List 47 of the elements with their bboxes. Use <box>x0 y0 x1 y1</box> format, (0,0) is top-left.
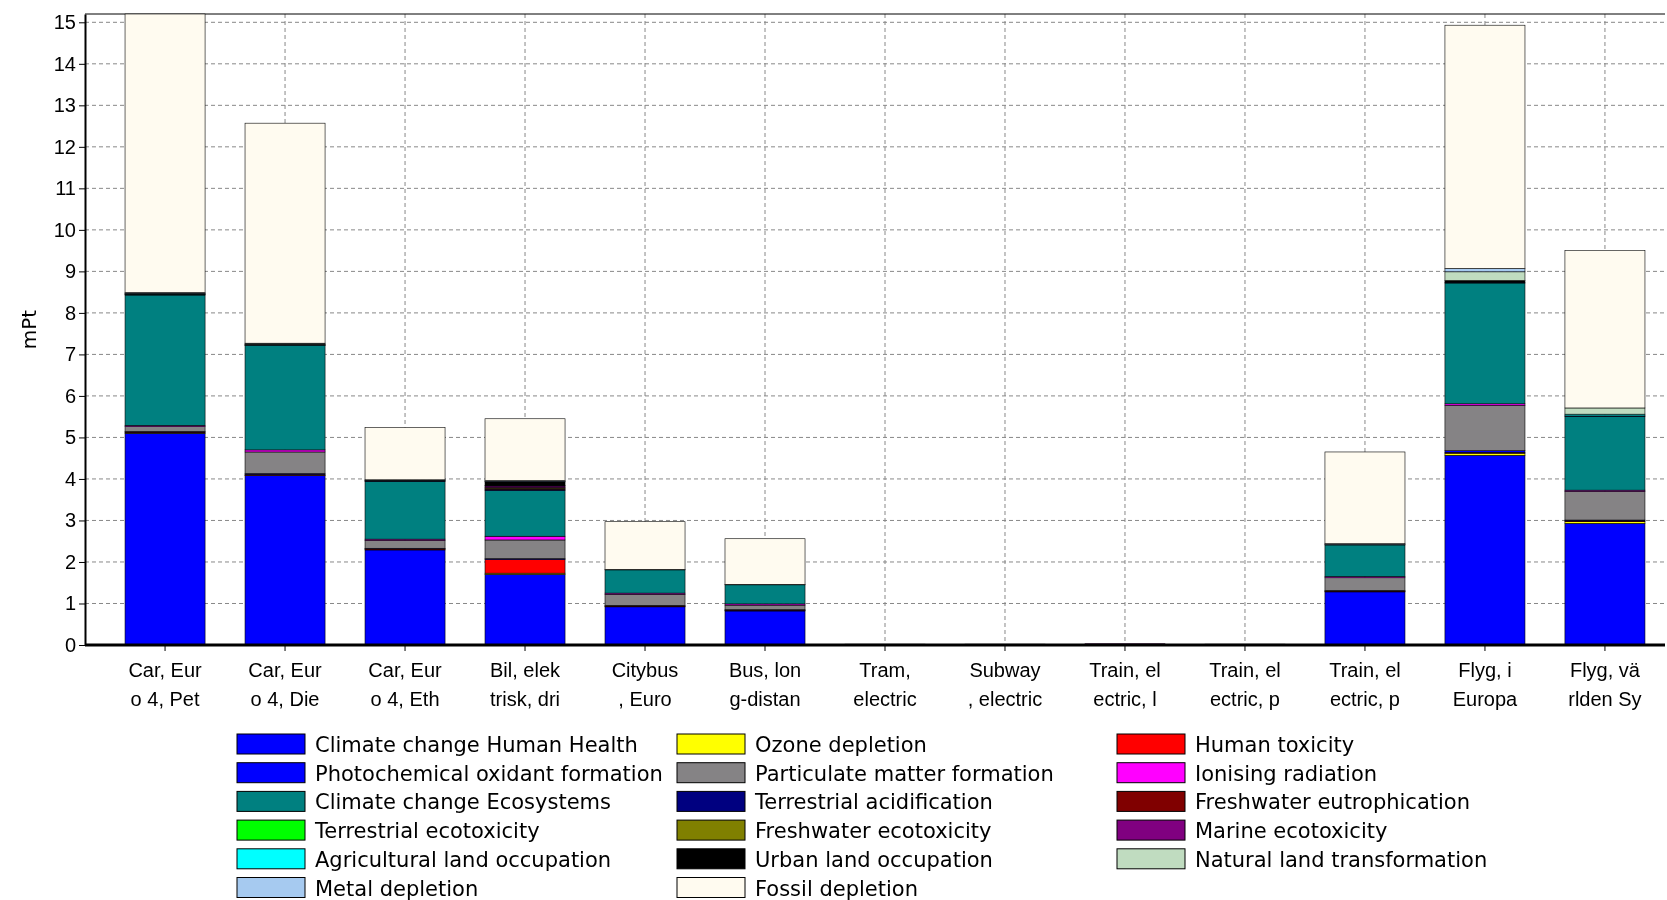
legend-label: Ionising radiation <box>1195 761 1378 786</box>
y-tick-label: 14 <box>53 52 76 75</box>
legend-label: Ozone depletion <box>755 733 927 757</box>
x-tick-label: Flyg, vä rlden Sy <box>1568 659 1642 710</box>
x-tick-label: Train, el ectric, l <box>1089 659 1161 710</box>
y-tick-label: 13 <box>53 94 76 117</box>
x-tick-label: Subway , electric <box>967 659 1043 710</box>
y-tick-label: 15 <box>53 11 76 34</box>
y-tick-label: 0 <box>64 633 76 656</box>
legend-label: Freshwater eutrophication <box>1195 790 1470 815</box>
legend-label: Photochemical oxidant formation <box>315 761 663 786</box>
x-tick-label: Flyg, i Europa <box>1452 659 1519 710</box>
y-tick-label: 11 <box>55 177 76 200</box>
y-tick-label: 4 <box>64 467 76 490</box>
y-tick-label: 8 <box>64 301 76 324</box>
x-tick-label: Train, el ectric, p <box>1209 659 1281 710</box>
legend-label: Terrestrial acidification <box>754 790 993 815</box>
legend-label: Climate change Ecosystems <box>315 790 611 815</box>
legend-label: Particulate matter formation <box>755 761 1054 786</box>
y-tick-label: 5 <box>64 426 76 449</box>
x-tick-label: Bil, elek trisk, dri <box>490 659 562 710</box>
x-tick-label: Train, el ectric, p <box>1329 659 1401 710</box>
y-axis-title: mPt <box>17 309 41 350</box>
y-tick-label: 2 <box>64 550 76 573</box>
legend-label: Fossil depletion <box>755 876 918 900</box>
legend-label: Terrestrial ecotoxicity <box>314 819 540 844</box>
x-tick-label: Car, Eur o 4, Die <box>248 659 323 710</box>
x-tick-label: Citybus , Euro <box>611 659 679 710</box>
x-tick-label: Bus, lon g-distan <box>728 659 802 710</box>
legend-label: Agricultural land occupation <box>315 847 612 872</box>
x-tick-label: Tram, electric <box>853 659 917 710</box>
legend-label: Natural land transformation <box>1195 847 1488 872</box>
x-tick-label: Car, Eur o 4, Eth <box>368 659 443 710</box>
y-tick-label: 9 <box>64 260 76 283</box>
legend-label: Metal depletion <box>315 876 479 900</box>
x-tick-label: Car, Eur o 4, Pet <box>128 659 203 710</box>
y-tick-label: 6 <box>64 384 76 407</box>
legend-label: Climate change Human Health <box>315 733 638 757</box>
y-tick-label: 12 <box>53 135 76 158</box>
legend-label: Marine ecotoxicity <box>1195 819 1388 844</box>
legend-label: Freshwater ecotoxicity <box>755 819 992 844</box>
legend-label: Urban land occupation <box>755 847 993 872</box>
y-tick-label: 10 <box>53 218 76 241</box>
legend-label: Human toxicity <box>1195 733 1355 757</box>
y-tick-label: 7 <box>64 343 76 366</box>
y-tick-label: 3 <box>64 509 76 532</box>
y-tick-label: 1 <box>64 592 76 615</box>
